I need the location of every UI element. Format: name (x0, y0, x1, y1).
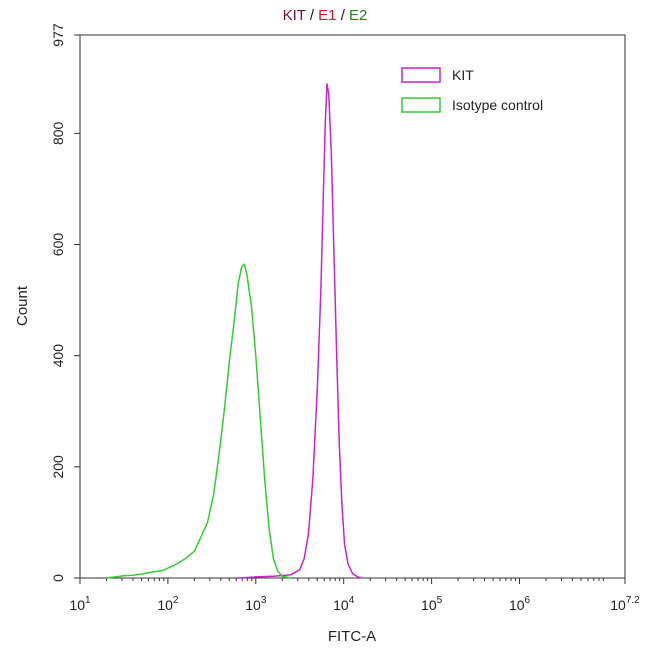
chart-title: KIT / E1 / E2 (283, 7, 368, 24)
x-tick-label: 104 (333, 595, 355, 613)
plot-area-frame (79, 34, 626, 579)
title-part: / (306, 7, 319, 24)
x-axis: 101 102 103 104 105 106 107.2 (69, 578, 640, 613)
legend-swatch (401, 97, 441, 113)
title-part: E1 (318, 7, 336, 24)
series-line-isotype-control (106, 263, 292, 579)
y-tick-label: 0 (50, 574, 66, 582)
y-tick-label: 600 (50, 233, 66, 257)
title-part: KIT (283, 7, 306, 24)
legend-swatch (401, 67, 441, 83)
y-axis-label: Count (14, 285, 31, 326)
x-tick-label: 103 (245, 595, 267, 613)
x-tick-label: 102 (157, 595, 179, 613)
series-line-kit (238, 83, 362, 579)
legend: KIT Isotype control (401, 67, 543, 113)
x-tick-label: 107.2 (610, 595, 640, 613)
title-part: / (337, 7, 350, 24)
y-tick-label: 800 (50, 121, 66, 145)
x-tick-label: 101 (69, 595, 91, 613)
y-tick-label: 400 (50, 344, 66, 368)
x-tick-label: 106 (509, 595, 531, 613)
x-tick-label: 105 (421, 595, 443, 613)
y-tick-label: 977 (50, 23, 66, 47)
y-axis: 0 200 400 600 800 977 (50, 23, 80, 582)
x-axis-label: FITC-A (328, 628, 376, 645)
title-part: E2 (349, 7, 367, 24)
y-tick-label: 200 (50, 455, 66, 479)
legend-label: KIT (452, 67, 474, 83)
legend-label: Isotype control (452, 97, 543, 113)
series-layer (106, 83, 362, 579)
